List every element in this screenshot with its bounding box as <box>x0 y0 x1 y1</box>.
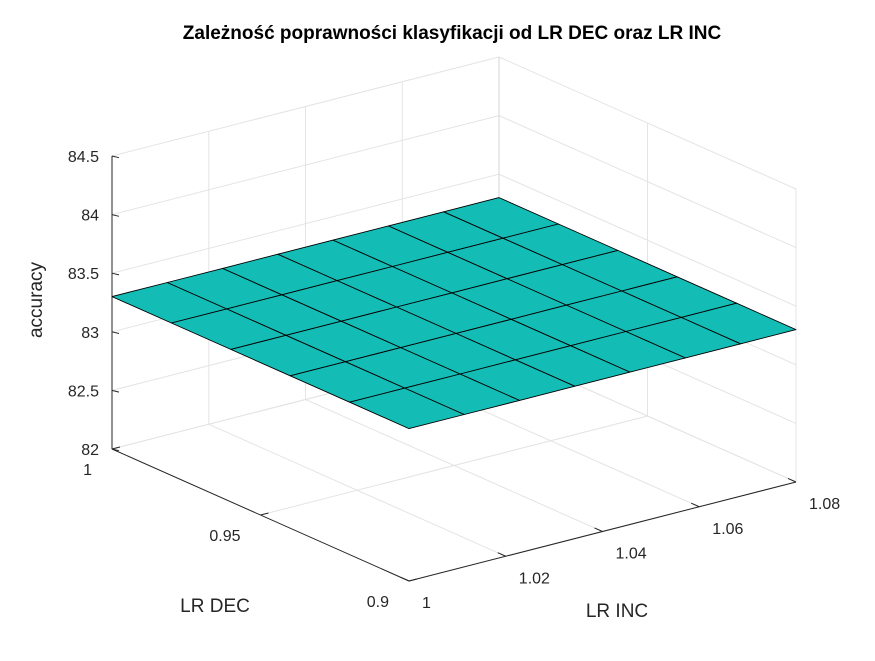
z-tick <box>111 331 120 334</box>
z-tick <box>111 214 120 217</box>
axis-ticks: 82 82.5 83 83.5 84 84.5 0.9 0.95 1 1 1.02 1.04 1.06 1… <box>68 149 840 612</box>
z-tick-label: 83.5 <box>68 266 99 283</box>
x-tick-label: 1.04 <box>616 546 647 563</box>
z-tick-label: 82.5 <box>68 383 99 400</box>
y-tick-label: 1 <box>83 462 92 479</box>
grid-line <box>111 173 500 274</box>
surface-patch <box>680 302 797 345</box>
x-tick-label: 1.02 <box>519 570 550 587</box>
z-tick <box>111 389 120 393</box>
z-tick <box>111 155 120 159</box>
z-axis-label: accuracy <box>26 261 47 338</box>
z-tick-label: 84.5 <box>68 149 99 166</box>
grid-line <box>498 115 797 249</box>
x-tick <box>594 527 603 532</box>
grid-line <box>111 56 500 157</box>
x-tick-label: 1.06 <box>712 521 743 538</box>
x-tick-label: 1.08 <box>809 496 840 513</box>
y-axis-label: LR DEC <box>180 596 250 617</box>
z-tick-label: 83 <box>81 325 99 342</box>
x-tick <box>691 502 700 508</box>
z-tick-label: 82 <box>81 442 99 459</box>
z-tick <box>111 448 120 452</box>
x-axis-label: LR INC <box>586 601 648 622</box>
y-tick <box>260 512 269 516</box>
x-tick-label: 1 <box>422 595 431 612</box>
grid-line <box>111 115 500 216</box>
x-tick <box>497 552 506 557</box>
grid-line <box>498 56 797 190</box>
y-tick-label: 0.9 <box>367 594 389 611</box>
grid-line <box>498 173 797 307</box>
z-tick <box>111 272 120 276</box>
x-tick <box>787 477 797 483</box>
x-tick <box>400 576 410 582</box>
y-tick-label: 0.95 <box>209 528 240 545</box>
y-tick <box>408 578 418 582</box>
chart-title: Zależność poprawności klasyfikacji od LR… <box>183 23 722 44</box>
y-tick <box>111 446 121 450</box>
z-tick-label: 84 <box>81 208 99 225</box>
surface <box>111 197 797 430</box>
grid-line <box>260 415 648 516</box>
